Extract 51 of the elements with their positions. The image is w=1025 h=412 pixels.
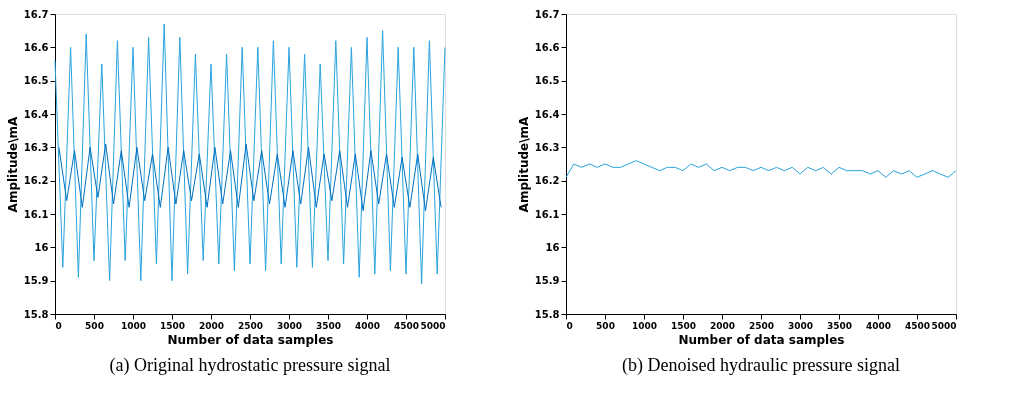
x-tick-label: 1500 bbox=[670, 320, 697, 331]
x-tick-label: 3500 bbox=[315, 320, 342, 331]
x-tick-label: 0 bbox=[55, 320, 62, 331]
y-tick-label: 16.4 bbox=[534, 108, 560, 120]
y-tick-label: 16 bbox=[545, 241, 560, 253]
line-series bbox=[58, 143, 442, 212]
line-series bbox=[565, 160, 957, 178]
y-tick-label: 16.3 bbox=[534, 141, 560, 153]
y-tick-label: 16.5 bbox=[534, 75, 560, 87]
x-tick-label: 1000 bbox=[631, 320, 658, 331]
text: (b) Denoised hydraulic pressure signal bbox=[622, 355, 900, 376]
x-tick-label: 4000 bbox=[865, 320, 892, 331]
x-tick-label: 1500 bbox=[159, 320, 186, 331]
x-tick-label: 2500 bbox=[748, 320, 775, 331]
y-tick-label: 16.2 bbox=[23, 175, 49, 187]
x-tick-label: 1000 bbox=[120, 320, 147, 331]
x-tick-label: 0 bbox=[566, 320, 573, 331]
y-tick-label: 16 bbox=[34, 241, 49, 253]
y-tick-label: 15.8 bbox=[534, 308, 560, 320]
x-axis-title: Number of data samples bbox=[678, 332, 845, 347]
line-series bbox=[54, 23, 446, 285]
x-tick-label: 2000 bbox=[198, 320, 225, 331]
x-tick-label: 3000 bbox=[787, 320, 814, 331]
y-axis-title: Amplitude\mA bbox=[5, 115, 20, 213]
y-tick-label: 16.7 bbox=[23, 8, 49, 20]
y-tick-label: 16.7 bbox=[534, 8, 560, 20]
y-tick-label: 16.1 bbox=[534, 208, 560, 220]
x-tick-label: 3500 bbox=[826, 320, 853, 331]
x-axis-title: Number of data samples bbox=[167, 332, 334, 347]
x-tick-label: 2500 bbox=[237, 320, 264, 331]
y-tick-label: 16.2 bbox=[534, 175, 560, 187]
x-tick-label: 500 bbox=[85, 320, 104, 331]
y-tick-label: 16.4 bbox=[23, 108, 49, 120]
text: (a) Original hydrostatic pressure signal bbox=[109, 355, 391, 376]
x-tick-label: 4500 bbox=[904, 320, 931, 331]
y-axis-title: Amplitude\mA bbox=[516, 115, 531, 213]
y-tick-label: 16.1 bbox=[23, 208, 49, 220]
x-tick-label: 3000 bbox=[276, 320, 303, 331]
y-tick-label: 15.9 bbox=[534, 275, 560, 287]
x-tick-label: 500 bbox=[596, 320, 615, 331]
y-tick-label: 15.9 bbox=[23, 275, 49, 287]
x-tick-label: 5000 bbox=[931, 320, 957, 331]
y-tick-label: 15.8 bbox=[23, 308, 49, 320]
y-tick-label: 16.6 bbox=[534, 41, 560, 53]
y-tick-label: 16.3 bbox=[23, 141, 49, 153]
x-tick-label: 5000 bbox=[420, 320, 446, 331]
x-tick-label: 4500 bbox=[393, 320, 420, 331]
y-tick-label: 16.6 bbox=[23, 41, 49, 53]
x-tick-label: 2000 bbox=[709, 320, 736, 331]
x-tick-label: 4000 bbox=[354, 320, 381, 331]
y-tick-label: 16.5 bbox=[23, 75, 49, 87]
